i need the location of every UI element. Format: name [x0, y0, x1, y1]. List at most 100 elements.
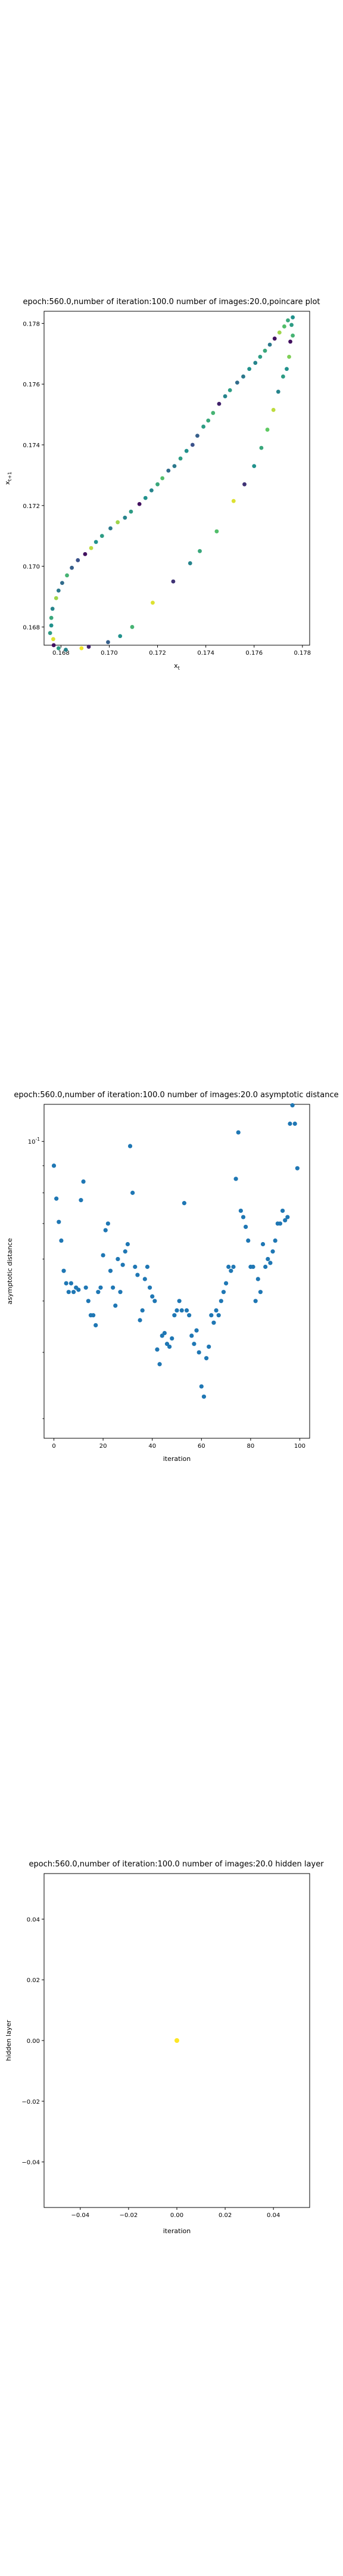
data-point [295, 1166, 300, 1171]
data-point [123, 1249, 127, 1254]
data-point [276, 389, 280, 394]
data-point [201, 425, 205, 429]
data-point [231, 499, 236, 503]
x-tick-label: 0.170 [101, 650, 118, 657]
data-point [292, 1121, 297, 1126]
data-point [54, 1196, 59, 1201]
data-point [252, 464, 257, 469]
data-point [271, 408, 276, 412]
data-point [219, 1299, 223, 1304]
y-axis-label: hidden layer [5, 2020, 13, 2061]
data-point [64, 648, 68, 652]
data-point [89, 546, 93, 550]
data-point [48, 631, 52, 636]
x-tick-label: 20 [99, 1443, 107, 1450]
x-tick-label: 0.174 [197, 650, 214, 657]
data-point [93, 1323, 98, 1328]
data-point [184, 1308, 189, 1313]
data-point [251, 1264, 255, 1270]
data-point [125, 1241, 130, 1247]
data-point [288, 339, 292, 344]
data-point [98, 1285, 103, 1290]
data-point [65, 573, 69, 578]
data-point [54, 596, 58, 600]
data-point [164, 1342, 170, 1346]
data-point [235, 380, 239, 385]
data-point [277, 330, 282, 335]
chart-title: epoch:560.0,number of iteration:100.0 nu… [14, 1091, 338, 1100]
data-point [188, 561, 192, 565]
data-point [66, 1290, 71, 1295]
data-point [246, 1238, 251, 1243]
data-point [199, 1384, 204, 1389]
y-tick-label: 0.04 [27, 1916, 40, 1923]
data-point [172, 1313, 177, 1318]
y-axis-label: asymptotic distance [6, 1238, 14, 1304]
y-tick-label: 0.172 [23, 503, 40, 510]
data-point [71, 1290, 76, 1295]
data-point [60, 581, 64, 586]
data-point [260, 1241, 266, 1247]
data-point [179, 1308, 184, 1313]
data-point [283, 1218, 288, 1223]
data-point [130, 625, 135, 629]
data-point [189, 1333, 194, 1338]
data-point [253, 361, 258, 365]
x-tick-label: 0.176 [245, 650, 263, 657]
data-point [233, 1176, 238, 1181]
poincare-chart: epoch:560.0,number of iteration:100.0 nu… [4, 298, 320, 671]
data-point [270, 1249, 275, 1254]
x-tick-label: 80 [247, 1443, 255, 1450]
y-tick-label: 0.170 [23, 564, 40, 571]
x-tick-label: 60 [198, 1443, 205, 1450]
data-point [277, 1221, 283, 1226]
data-point [177, 1299, 182, 1304]
data-point [49, 623, 54, 628]
data-point [51, 637, 55, 642]
data-point [150, 1294, 155, 1299]
data-point [106, 640, 110, 645]
data-point [151, 600, 155, 605]
data-point [138, 1318, 142, 1323]
data-point [244, 1224, 248, 1230]
data-point [96, 1290, 101, 1295]
data-point [229, 1268, 233, 1273]
data-point [286, 318, 290, 323]
data-point [68, 1281, 74, 1286]
x-tick-label: 0.168 [52, 650, 70, 657]
data-point [291, 333, 295, 338]
data-point [236, 1130, 241, 1135]
data-point [129, 509, 133, 514]
x-tick-label: 40 [148, 1443, 156, 1450]
data-point [290, 1103, 295, 1108]
data-point [187, 1313, 192, 1318]
x-tick-label: 0.04 [267, 2212, 280, 2219]
data-point [195, 434, 199, 438]
data-point [118, 1290, 123, 1295]
data-point [152, 1299, 157, 1304]
data-point [171, 579, 176, 584]
data-point [227, 388, 232, 392]
data-point [120, 1262, 125, 1267]
data-point [242, 482, 247, 487]
x-tick-label: 0.172 [149, 650, 166, 657]
data-point [206, 418, 211, 423]
data-point [226, 1264, 231, 1270]
data-point [167, 1344, 172, 1349]
data-point [49, 615, 54, 620]
data-point [113, 1304, 118, 1308]
data-point [184, 448, 189, 453]
data-point [143, 496, 148, 500]
y-tick-label: 0.168 [23, 624, 40, 631]
data-point [51, 643, 56, 648]
data-point [56, 646, 61, 651]
data-point [51, 1163, 57, 1168]
data-point [149, 488, 154, 493]
data-point [170, 1336, 174, 1341]
data-point [247, 367, 252, 371]
data-point [105, 1221, 110, 1226]
data-point [79, 646, 84, 651]
data-point [273, 1238, 277, 1243]
poincare-panel: epoch:560.0,number of iteration:100.0 nu… [0, 286, 343, 692]
data-point [207, 1344, 211, 1349]
